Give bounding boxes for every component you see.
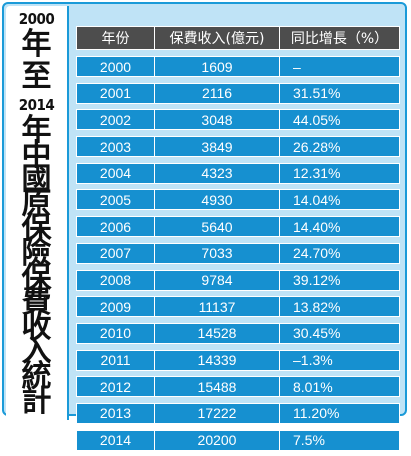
cell-premium: 14528 <box>155 323 280 343</box>
table-row: 2001 2116 31.51% <box>76 82 400 104</box>
cell-year: 2006 <box>77 217 155 237</box>
cell-year: 2010 <box>77 323 155 343</box>
cell-year: 2008 <box>77 270 155 290</box>
table-row: 2002 3048 44.05% <box>76 109 400 131</box>
table-row: 2003 3849 26.28% <box>76 136 400 158</box>
title-year-end: 2014 <box>18 96 55 114</box>
cell-growth: 11.20% <box>293 405 340 422</box>
table-row: 2012 15488 8.01% <box>76 376 400 398</box>
cell-growth: 14.04% <box>293 191 341 208</box>
cell-growth: –1.3% <box>293 352 333 369</box>
title-char: 收 <box>21 309 52 345</box>
title-char: 統 <box>21 359 52 394</box>
title-char: 至 <box>21 59 52 94</box>
table-row: 2006 5640 14.40% <box>76 216 400 238</box>
cell-premium: 3048 <box>155 110 280 130</box>
stats-card: 2000 年 至 2014 年中國原保險保費收入統計 年份 保費收入(億元) 同… <box>2 2 407 451</box>
cell-year: 2011 <box>77 350 155 370</box>
cell-year: 2004 <box>77 163 155 183</box>
title-char: 入 <box>21 334 52 370</box>
table-row: 2000 1609– <box>76 56 400 77</box>
cell-year: 2014 <box>77 430 155 450</box>
cell-premium: 4930 <box>155 190 280 210</box>
cell-growth: 30.45% <box>293 325 341 342</box>
title-char: 險 <box>21 236 52 271</box>
title-char: 原 <box>21 186 52 222</box>
table-row: 2009 11137 13.82% <box>76 296 400 318</box>
cell-year: 2012 <box>77 377 155 397</box>
cell-premium: 20200 <box>155 430 280 450</box>
header-year: 年份 <box>77 27 155 49</box>
cell-growth: 14.40% <box>293 218 341 235</box>
title-char: 保 <box>21 260 52 296</box>
title-char: 國 <box>21 162 52 198</box>
cell-growth: 24.70% <box>293 245 341 262</box>
cell-growth: 12.31% <box>293 165 341 182</box>
table-row: 2005 4930 14.04% <box>76 189 400 211</box>
cell-premium: 4323 <box>155 163 280 183</box>
table-body: 2000 1609–2001 2116 31.51% 2002 3048 44.05% 200… <box>76 56 400 451</box>
cell-year: 2003 <box>77 137 155 157</box>
title-char: 年 <box>21 27 52 62</box>
cell-premium: 15488 <box>155 377 280 397</box>
table-row: 2014 20200 7.5% <box>76 429 400 451</box>
cell-growth: 7.5% <box>293 432 325 449</box>
cell-growth: 31.51% <box>293 85 341 102</box>
cell-year: 2002 <box>77 110 155 130</box>
vertical-title: 2000 年 至 2014 年中國原保險保費收入統計 <box>6 6 69 420</box>
title-char: 保 <box>21 211 52 247</box>
cell-year: 2000 <box>77 57 155 76</box>
cell-premium: 7033 <box>155 243 280 263</box>
cell-premium: 3849 <box>155 137 280 157</box>
cell-year: 2005 <box>77 190 155 210</box>
cell-growth: 26.28% <box>293 138 341 155</box>
cell-premium: 5640 <box>155 217 280 237</box>
table-row: 2011 14339 –1.3% <box>76 349 400 371</box>
cell-premium: 1609 <box>155 57 280 76</box>
table-header: 年份 保費收入(億元) 同比增長（%） <box>76 26 400 50</box>
table-row: 2004 4323 12.31% <box>76 162 400 184</box>
title-char: 費 <box>21 285 52 321</box>
premium-table: 年份 保費收入(億元) 同比增長（%） 2000 1609– 2001 2116 31.… <box>76 26 400 456</box>
cell-growth: – <box>293 58 301 75</box>
header-growth: 同比增長（%） <box>290 31 389 47</box>
cell-premium: 14339 <box>155 350 280 370</box>
cell-premium: 9784 <box>155 270 280 290</box>
table-row: 2008 9784 39.12% <box>76 269 400 291</box>
table-row: 2007 7033 24.70% <box>76 242 400 264</box>
table-row: 2013 17222 11.20% <box>76 402 400 424</box>
cell-growth: 8.01% <box>293 378 333 395</box>
cell-year: 2009 <box>77 297 155 317</box>
title-char: 中 <box>21 137 52 173</box>
cell-growth: 39.12% <box>293 272 341 288</box>
title-year-start: 2000 <box>18 10 55 28</box>
cell-year: 2013 <box>77 403 155 423</box>
cell-premium: 17222 <box>155 403 280 423</box>
cell-growth: 44.05% <box>293 111 341 128</box>
table-row: 2010 14528 30.45% <box>76 322 400 344</box>
cell-growth: 13.82% <box>293 298 341 315</box>
cell-year: 2001 <box>77 83 155 103</box>
title-char: 計 <box>21 383 52 419</box>
cell-premium: 2116 <box>155 83 280 103</box>
header-premium: 保費收入(億元) <box>155 27 280 49</box>
cell-premium: 11137 <box>155 297 280 317</box>
title-char: 年 <box>21 113 52 148</box>
cell-year: 2007 <box>77 243 155 263</box>
